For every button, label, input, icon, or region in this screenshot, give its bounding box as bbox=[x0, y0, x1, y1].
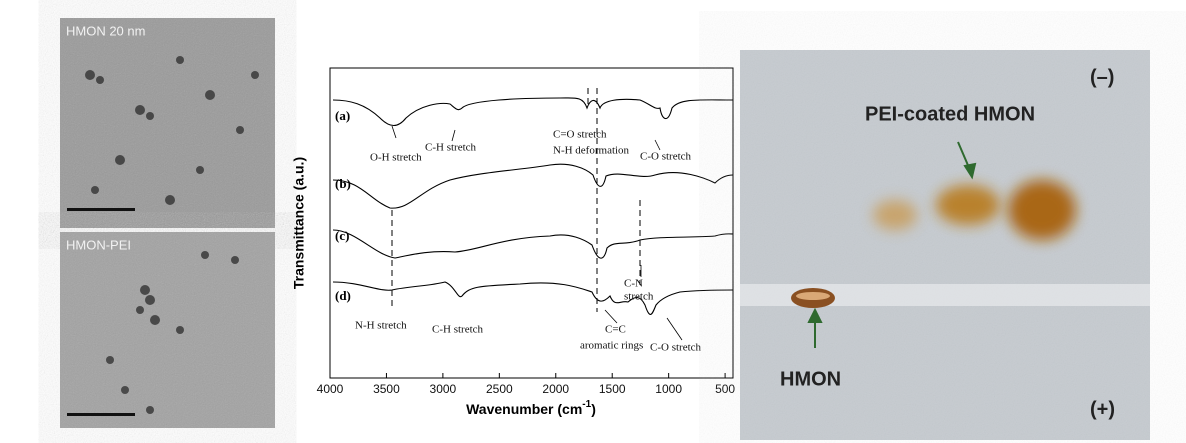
y-axis-label: Transmittance (a.u.) bbox=[291, 157, 307, 289]
annotation: aromatic rings bbox=[580, 340, 643, 352]
x-tick-label: 3000 bbox=[430, 382, 457, 396]
gel-pole-label: (–) bbox=[1090, 66, 1114, 88]
tem-panel: HMON 20 nm HMON-PEI bbox=[60, 18, 275, 428]
x-tick-label: 1500 bbox=[599, 382, 626, 396]
x-tick-label: 1000 bbox=[655, 382, 682, 396]
ftir-chart: 4000 3500 3000 2500 2000 1500 1000 500 Wavenumbe… bbox=[291, 67, 735, 417]
series-label: (c) bbox=[335, 228, 349, 243]
x-tick-label: 3500 bbox=[373, 382, 400, 396]
x-tick-label: 4000 bbox=[317, 382, 344, 396]
tem-label: HMON 20 nm bbox=[66, 23, 145, 38]
annotation: C-O stretch bbox=[640, 151, 692, 163]
x-axis-label-part: ) bbox=[591, 401, 596, 417]
annotation: stretch bbox=[624, 291, 654, 303]
gel-label: PEI-coated HMON bbox=[865, 103, 1035, 125]
series-label: (d) bbox=[335, 288, 351, 303]
annotation: O-H stretch bbox=[370, 152, 422, 164]
x-tick-label: 500 bbox=[715, 382, 735, 396]
x-axis-label-part: Wavenumber (cm bbox=[466, 401, 582, 417]
gel-photo: (–) (+) PEI-coated HMON HMON bbox=[740, 50, 1150, 440]
annotation: C=O stretch bbox=[553, 129, 607, 141]
x-axis-label-part: -1 bbox=[582, 399, 591, 410]
gel-pole-label: (+) bbox=[1090, 398, 1115, 420]
series-label: (a) bbox=[335, 108, 350, 123]
annotation: C-O stretch bbox=[650, 342, 702, 354]
x-axis-label: Wavenumber (cm-1) bbox=[466, 399, 596, 417]
annotation: C=C bbox=[605, 324, 626, 336]
annotation: N-H deformation bbox=[553, 145, 630, 157]
gel-label: HMON bbox=[780, 368, 841, 390]
x-tick-label: 2500 bbox=[486, 382, 513, 396]
annotation: C-N bbox=[624, 278, 643, 290]
x-tick-label: 2000 bbox=[542, 382, 569, 396]
series-label: (b) bbox=[335, 176, 351, 191]
spectra bbox=[332, 97, 734, 315]
annotation: C-H stretch bbox=[425, 142, 477, 154]
tem-label: HMON-PEI bbox=[66, 237, 131, 252]
annotation: C-H stretch bbox=[432, 324, 484, 336]
annotation: N-H stretch bbox=[355, 320, 407, 332]
